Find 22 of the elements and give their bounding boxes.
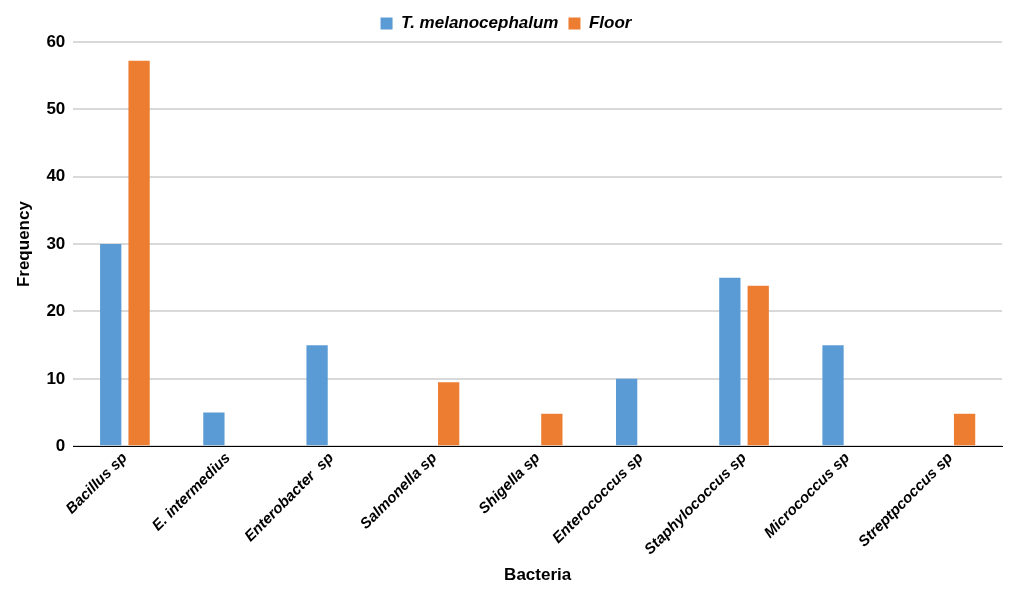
y-axis-title: Frequency bbox=[13, 200, 33, 288]
y-tick-label: 50 bbox=[46, 99, 66, 119]
bar bbox=[306, 345, 328, 446]
bar bbox=[438, 382, 460, 446]
bar bbox=[203, 412, 225, 446]
legend-label: Floor bbox=[588, 13, 633, 33]
bar bbox=[747, 285, 769, 446]
bar bbox=[953, 413, 976, 446]
y-tick-label: 10 bbox=[46, 368, 66, 388]
bar bbox=[822, 345, 844, 446]
y-tick-label: 40 bbox=[46, 166, 66, 186]
legend-label: T. melanocephalum bbox=[401, 13, 559, 33]
bar bbox=[616, 378, 638, 446]
bar bbox=[128, 60, 150, 446]
x-axis-title: Bacteria bbox=[504, 565, 572, 585]
bar bbox=[719, 277, 741, 446]
bar bbox=[541, 413, 563, 446]
bar bbox=[100, 244, 122, 446]
y-tick-label: 20 bbox=[46, 301, 66, 321]
y-tick-label: 30 bbox=[46, 233, 66, 253]
y-tick-label: 60 bbox=[46, 31, 66, 51]
y-tick-label: 0 bbox=[55, 435, 66, 455]
